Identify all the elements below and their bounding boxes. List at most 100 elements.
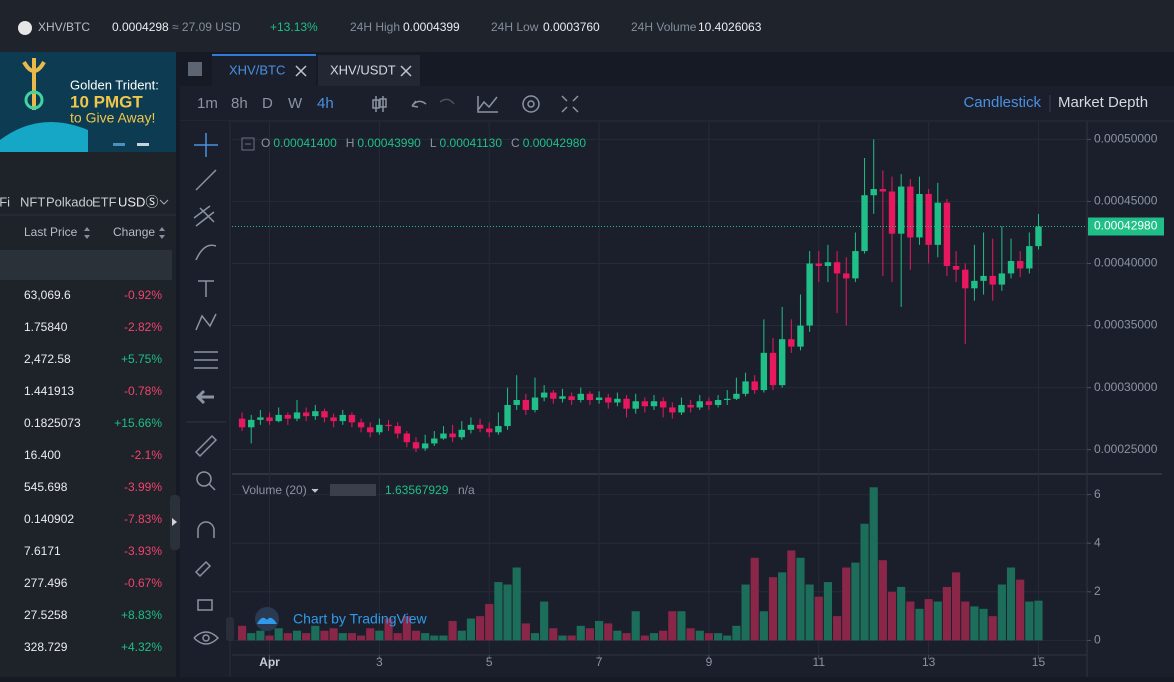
market-tab[interactable]: Polkado bbox=[46, 194, 93, 209]
view-candlestick[interactable]: Candlestick bbox=[963, 94, 1041, 111]
candle-body bbox=[357, 422, 365, 428]
volume-bar bbox=[704, 633, 714, 641]
volume-bar bbox=[1006, 567, 1016, 641]
trendline-tool[interactable] bbox=[195, 169, 217, 191]
market-tab[interactable]: USDⓈ bbox=[118, 194, 158, 209]
undo-icon[interactable] bbox=[411, 100, 427, 108]
last-price-label: 0.00042980 bbox=[1094, 219, 1158, 233]
view-depth[interactable]: Market Depth bbox=[1058, 94, 1148, 111]
price-pane bbox=[232, 122, 1087, 472]
candle-body bbox=[650, 401, 658, 407]
back-tool[interactable] bbox=[195, 389, 214, 405]
last-price[interactable]: 277.496 bbox=[24, 576, 68, 590]
ticker-bar bbox=[0, 0, 1174, 52]
magnet-tool[interactable] bbox=[197, 521, 215, 538]
volume-bar bbox=[833, 616, 842, 641]
indicator-icon[interactable] bbox=[477, 96, 498, 113]
fullscreen-icon[interactable] bbox=[561, 95, 579, 113]
volume-bar bbox=[768, 577, 778, 641]
volume-bar bbox=[375, 630, 384, 641]
interval[interactable]: 8h bbox=[231, 95, 248, 112]
measure-tool[interactable] bbox=[194, 434, 218, 458]
collapse-legend[interactable] bbox=[241, 137, 255, 151]
close-tab[interactable] bbox=[295, 65, 307, 77]
chart-tab[interactable]: XHV/BTC bbox=[229, 62, 285, 77]
fib-tool[interactable] bbox=[193, 205, 215, 227]
market-tab[interactable]: ETF bbox=[92, 194, 117, 209]
last-price[interactable]: 328.729 bbox=[24, 640, 68, 654]
volume-bar bbox=[887, 591, 897, 641]
lock-tool[interactable] bbox=[197, 599, 213, 611]
eye-tool[interactable] bbox=[193, 631, 220, 645]
zoom-tool[interactable] bbox=[196, 471, 212, 487]
market-tab[interactable]: NFT bbox=[20, 194, 45, 209]
last-price[interactable]: 1.441913 bbox=[24, 384, 74, 398]
price: 0.0004298 bbox=[112, 20, 169, 34]
prediction-tool[interactable] bbox=[194, 351, 218, 369]
sort-icon bbox=[159, 227, 165, 239]
high: 0.0004399 bbox=[403, 20, 460, 34]
toolbar-toggle[interactable] bbox=[226, 617, 234, 641]
volume-bar bbox=[338, 633, 347, 641]
low-label: 24H Low bbox=[491, 20, 539, 34]
volume-bar bbox=[622, 633, 631, 641]
candle-body bbox=[1007, 261, 1015, 274]
volume-bar bbox=[457, 630, 466, 641]
interval[interactable]: 4h bbox=[317, 95, 334, 112]
candle-type-icon[interactable] bbox=[372, 96, 387, 112]
redo-icon[interactable] bbox=[439, 98, 455, 105]
candle-body bbox=[870, 189, 877, 196]
last-price[interactable]: 0.1825073 bbox=[24, 416, 81, 430]
watermark: Chart by TradingView bbox=[293, 611, 427, 627]
candle-body bbox=[897, 186, 905, 234]
volume-bar bbox=[924, 599, 933, 641]
volume-controls[interactable] bbox=[330, 484, 376, 496]
last-price[interactable]: 0.140902 bbox=[24, 512, 74, 526]
volume-bar bbox=[942, 586, 952, 641]
column-header[interactable]: Last Price bbox=[24, 225, 78, 239]
pattern-tool[interactable] bbox=[195, 313, 217, 331]
settings-icon[interactable] bbox=[522, 95, 540, 113]
crosshair-tool[interactable] bbox=[194, 133, 218, 157]
volume-bar bbox=[714, 633, 723, 641]
volume-bar bbox=[659, 630, 668, 641]
candle-body bbox=[824, 262, 832, 266]
interval[interactable]: D bbox=[262, 95, 273, 112]
market-tab[interactable]: eFi bbox=[0, 194, 10, 209]
last-price[interactable]: 16.400 bbox=[24, 448, 61, 462]
volume-bar bbox=[988, 616, 997, 641]
tab[interactable] bbox=[318, 55, 420, 86]
volume-bar bbox=[732, 625, 741, 641]
banner-dot bbox=[137, 143, 149, 146]
text-tool[interactable] bbox=[198, 280, 214, 297]
volume-na: n/a bbox=[458, 483, 475, 497]
lock-draw-tool[interactable] bbox=[194, 560, 212, 578]
close-tab[interactable] bbox=[400, 65, 412, 77]
active-tab[interactable] bbox=[212, 55, 316, 86]
volume-bar bbox=[805, 584, 814, 641]
interval[interactable]: 1m bbox=[197, 95, 218, 112]
x-tick-label: 11 bbox=[813, 655, 826, 669]
last-price[interactable]: 1.75840 bbox=[24, 320, 68, 334]
last-price[interactable]: 545.698 bbox=[24, 480, 68, 494]
last-price[interactable]: 7.6171 bbox=[24, 544, 61, 558]
last-price[interactable]: 63,069.6 bbox=[24, 288, 71, 302]
last-price[interactable]: 27.5258 bbox=[24, 608, 68, 622]
candle-body bbox=[376, 424, 383, 433]
legend-key: O bbox=[261, 136, 270, 150]
last-price[interactable]: 2,472.58 bbox=[24, 352, 71, 366]
layout-icon[interactable] bbox=[188, 62, 202, 76]
y-tick-label: 0.00050000 bbox=[1094, 132, 1158, 146]
candle-body bbox=[495, 426, 502, 433]
candle-body bbox=[733, 393, 740, 399]
brush-tool[interactable] bbox=[195, 244, 217, 261]
volume-tick-label: 4 bbox=[1094, 535, 1101, 549]
chart-tab[interactable]: XHV/USDT bbox=[330, 62, 396, 77]
column-header[interactable]: Change bbox=[113, 225, 155, 239]
candle-body bbox=[577, 393, 584, 401]
interval[interactable]: W bbox=[288, 95, 303, 112]
candle-body bbox=[586, 393, 594, 401]
candle-body bbox=[421, 443, 429, 449]
legend-value: 0.00041130 bbox=[440, 136, 503, 150]
volume-bar bbox=[842, 567, 851, 641]
